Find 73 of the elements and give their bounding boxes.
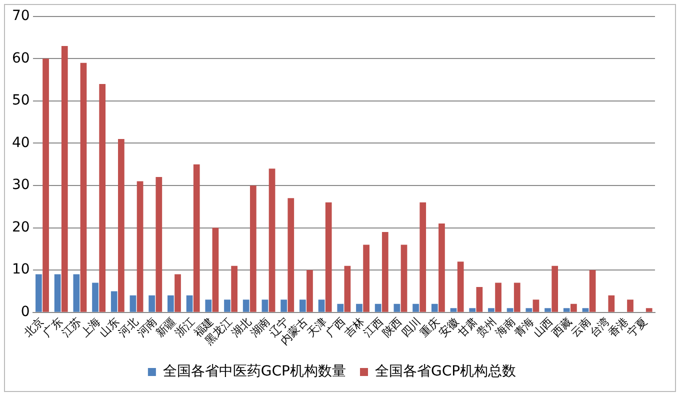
bar: [193, 164, 200, 312]
bar: [589, 270, 596, 312]
bar: [469, 308, 476, 312]
bar: [363, 244, 370, 312]
bar: [431, 304, 438, 312]
bar: [205, 300, 212, 312]
y-tick-label: 10: [12, 262, 30, 278]
bar: [54, 274, 61, 312]
bar: [450, 308, 457, 312]
bar: [168, 295, 174, 312]
bar: [280, 300, 287, 312]
y-tick-label: 60: [12, 50, 30, 66]
bar: [231, 266, 238, 312]
bar: [242, 300, 250, 312]
bar: [212, 228, 219, 312]
bar: [476, 286, 483, 312]
bar: [627, 300, 634, 312]
bar: [412, 304, 419, 312]
bar: [646, 308, 652, 312]
bar: [288, 198, 294, 312]
bar: [42, 58, 49, 312]
bar: [110, 291, 118, 312]
bar: [99, 84, 106, 312]
bar: [382, 232, 388, 312]
bar: [118, 139, 124, 312]
bar: [608, 295, 615, 312]
bar: [224, 300, 230, 312]
y-tick-label: 40: [12, 134, 30, 151]
bar: [544, 308, 551, 312]
legend-label: 全国各省中医药GCP机构数量: [162, 364, 346, 380]
bar: [186, 295, 193, 312]
bar: [318, 300, 325, 312]
legend-label: 全国各省GCP机构总数: [375, 364, 516, 380]
y-tick-label: 50: [12, 92, 30, 109]
bar: [356, 304, 362, 312]
bar: [61, 46, 68, 312]
bar: [250, 186, 256, 312]
bar: [514, 282, 520, 312]
bar: [306, 270, 313, 312]
bar: [92, 282, 98, 312]
bar: [526, 308, 532, 312]
y-tick-label: 30: [12, 177, 30, 194]
y-tick-label: 20: [12, 219, 30, 236]
bar: [325, 202, 332, 312]
bar: [130, 295, 136, 312]
bar: [148, 295, 156, 312]
bar: [420, 202, 426, 312]
y-tick-label: 70: [12, 8, 30, 24]
bar: [438, 224, 445, 312]
bar: [495, 282, 502, 312]
bar: [344, 266, 351, 312]
bar: [552, 266, 558, 312]
bar: [374, 304, 382, 312]
y-tick-label: 0: [20, 304, 30, 320]
bar: [457, 262, 464, 312]
bar: [582, 308, 589, 312]
bar: [156, 177, 162, 312]
bar: [80, 62, 87, 312]
bar: [268, 168, 276, 312]
bar: [532, 300, 540, 312]
bar: [570, 304, 577, 312]
bar: [174, 274, 181, 312]
bar: [73, 274, 80, 312]
bar: [337, 304, 344, 312]
bar: [488, 308, 494, 312]
bar: [506, 308, 514, 312]
bar: [563, 308, 570, 312]
bar: [400, 244, 408, 312]
bar: [394, 304, 400, 312]
bar: [299, 300, 306, 312]
bar: [136, 181, 144, 312]
bar: [262, 300, 268, 312]
bar: [36, 274, 42, 312]
